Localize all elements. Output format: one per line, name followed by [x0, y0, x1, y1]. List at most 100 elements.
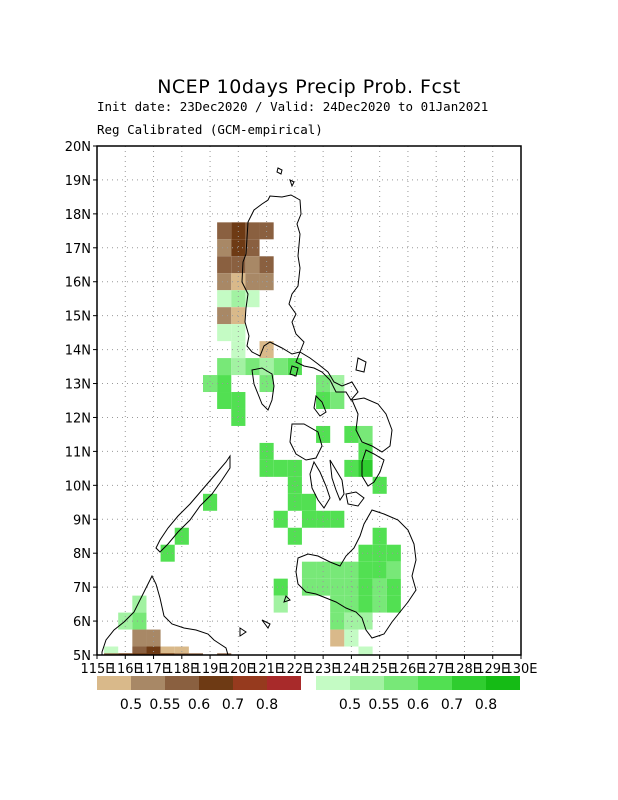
prob-cell-0: [217, 222, 232, 240]
prob-cell-100: [160, 646, 175, 655]
prob-cell-96: [344, 629, 359, 647]
prob-cell-2: [245, 222, 260, 240]
prob-cell-10: [259, 256, 274, 274]
prob-cell-16: [231, 290, 246, 308]
prob-cell-68: [330, 561, 345, 579]
prob-cell-4: [217, 239, 232, 257]
prob-cell-23: [259, 341, 274, 359]
prob-cell-78: [358, 578, 373, 596]
prob-cell-85: [358, 595, 373, 613]
wet-legend-swatch-3: [418, 676, 452, 690]
x-tick-label: 122E: [278, 662, 311, 677]
bicol-coastline: [295, 351, 359, 401]
prob-cell-65: [386, 544, 401, 562]
prob-cell-56: [301, 510, 317, 528]
x-tick-label: 130E: [504, 662, 537, 677]
prob-cell-3: [259, 222, 274, 240]
prob-cell-5: [231, 239, 246, 257]
dry-legend-label: 0.7: [222, 697, 244, 713]
y-tick-label: 11N: [65, 445, 91, 460]
prob-cell-11: [217, 273, 232, 291]
y-tick-label: 10N: [65, 479, 91, 494]
init-valid-dates: Init date: 23Dec2020 / Valid: 24Dec2020 …: [97, 99, 489, 114]
x-tick-label: 116E: [109, 662, 142, 677]
map-frame: [96, 145, 522, 656]
x-tick-label: 124E: [335, 662, 368, 677]
dry-legend-swatch-2: [165, 676, 199, 690]
prob-cell-79: [372, 578, 387, 596]
dry-legend-label: 0.55: [149, 697, 180, 713]
x-tick-label: 127E: [420, 662, 453, 677]
prob-cell-102: [358, 646, 373, 655]
y-tick-label: 6N: [73, 615, 91, 630]
x-tick-label: 121E: [250, 662, 283, 677]
prob-cell-107: [160, 653, 175, 655]
cebu-coastline: [329, 459, 345, 502]
prob-cell-38: [330, 392, 345, 409]
prob-cell-92: [358, 612, 373, 630]
prob-cell-77: [344, 578, 359, 596]
y-tick-label: 19N: [65, 174, 91, 189]
prob-cell-50: [287, 476, 302, 494]
prob-cell-32: [259, 375, 274, 393]
prob-cell-9: [245, 256, 260, 274]
legend: 0.5 0.55 0.6 0.7 0.8 0.5 0.55 0.6 0.7 0.8: [97, 676, 520, 713]
prob-cell-86: [372, 595, 387, 613]
prob-cell-17: [245, 290, 260, 308]
prob-cell-28: [273, 358, 288, 376]
dry-legend-label: 0.6: [188, 697, 210, 713]
prob-cell-47: [287, 459, 302, 477]
dry-legend-swatch-4: [233, 676, 267, 690]
prob-cell-8: [231, 256, 246, 274]
prob-cell-101: [174, 646, 189, 655]
prob-cell-108: [174, 653, 189, 655]
y-tick-label: 20N: [65, 140, 91, 155]
prob-cell-109: [188, 653, 203, 655]
prob-cell-20: [217, 324, 232, 342]
probability-cells: [104, 222, 401, 655]
y-tick-label: 16N: [65, 276, 91, 291]
x-tick-label: 123E: [307, 662, 340, 677]
prob-cell-35: [217, 392, 232, 409]
prob-cell-105: [132, 653, 147, 655]
wet-legend-label: 0.5: [339, 697, 361, 713]
prob-cell-67: [316, 561, 331, 579]
y-tick-label: 8N: [73, 547, 91, 562]
mindanao-coastline: [295, 509, 417, 639]
prob-cell-87: [386, 595, 401, 613]
prob-cell-66: [301, 561, 317, 579]
prob-cell-15: [217, 290, 232, 308]
prob-cell-30: [203, 375, 218, 393]
prob-cell-103: [104, 653, 119, 655]
marinduque-coastline: [289, 365, 299, 377]
prob-cell-97: [104, 646, 119, 655]
axis-labels: 5N 6N 7N 8N 9N 10N 11N 12N 13N 14N 15N 16N 17N 18N 19N…: [65, 140, 538, 677]
y-tick-label: 12N: [65, 411, 91, 426]
x-tick-label: 119E: [194, 662, 227, 677]
prob-cell-54: [301, 493, 317, 511]
borneo-coastline: [101, 574, 229, 656]
y-tick-label: 7N: [73, 581, 91, 596]
leyte-coastline: [361, 449, 385, 487]
samar-coastline: [351, 397, 393, 453]
wet-legend-swatch-1: [350, 676, 384, 690]
catanduanes-coastline: [355, 357, 367, 373]
y-tick-label: 15N: [65, 310, 91, 325]
prob-cell-72: [386, 561, 401, 579]
y-tick-label: 13N: [65, 378, 91, 393]
prob-cell-80: [386, 578, 401, 596]
x-tick-label: 125E: [363, 662, 396, 677]
y-tick-label: 5N: [73, 649, 91, 664]
prob-cell-19: [231, 307, 246, 325]
prob-cell-18: [217, 307, 232, 325]
prob-cell-41: [344, 425, 359, 443]
x-tick-label: 126E: [391, 662, 424, 677]
prob-cell-52: [203, 493, 218, 511]
map-title: NCEP 10days Precip Prob. Fcst: [157, 76, 461, 98]
prob-cell-21: [231, 324, 246, 342]
prob-cell-71: [372, 561, 387, 579]
negros-coastline: [309, 460, 331, 509]
prob-cell-26: [245, 358, 260, 376]
y-tick-label: 18N: [65, 208, 91, 223]
